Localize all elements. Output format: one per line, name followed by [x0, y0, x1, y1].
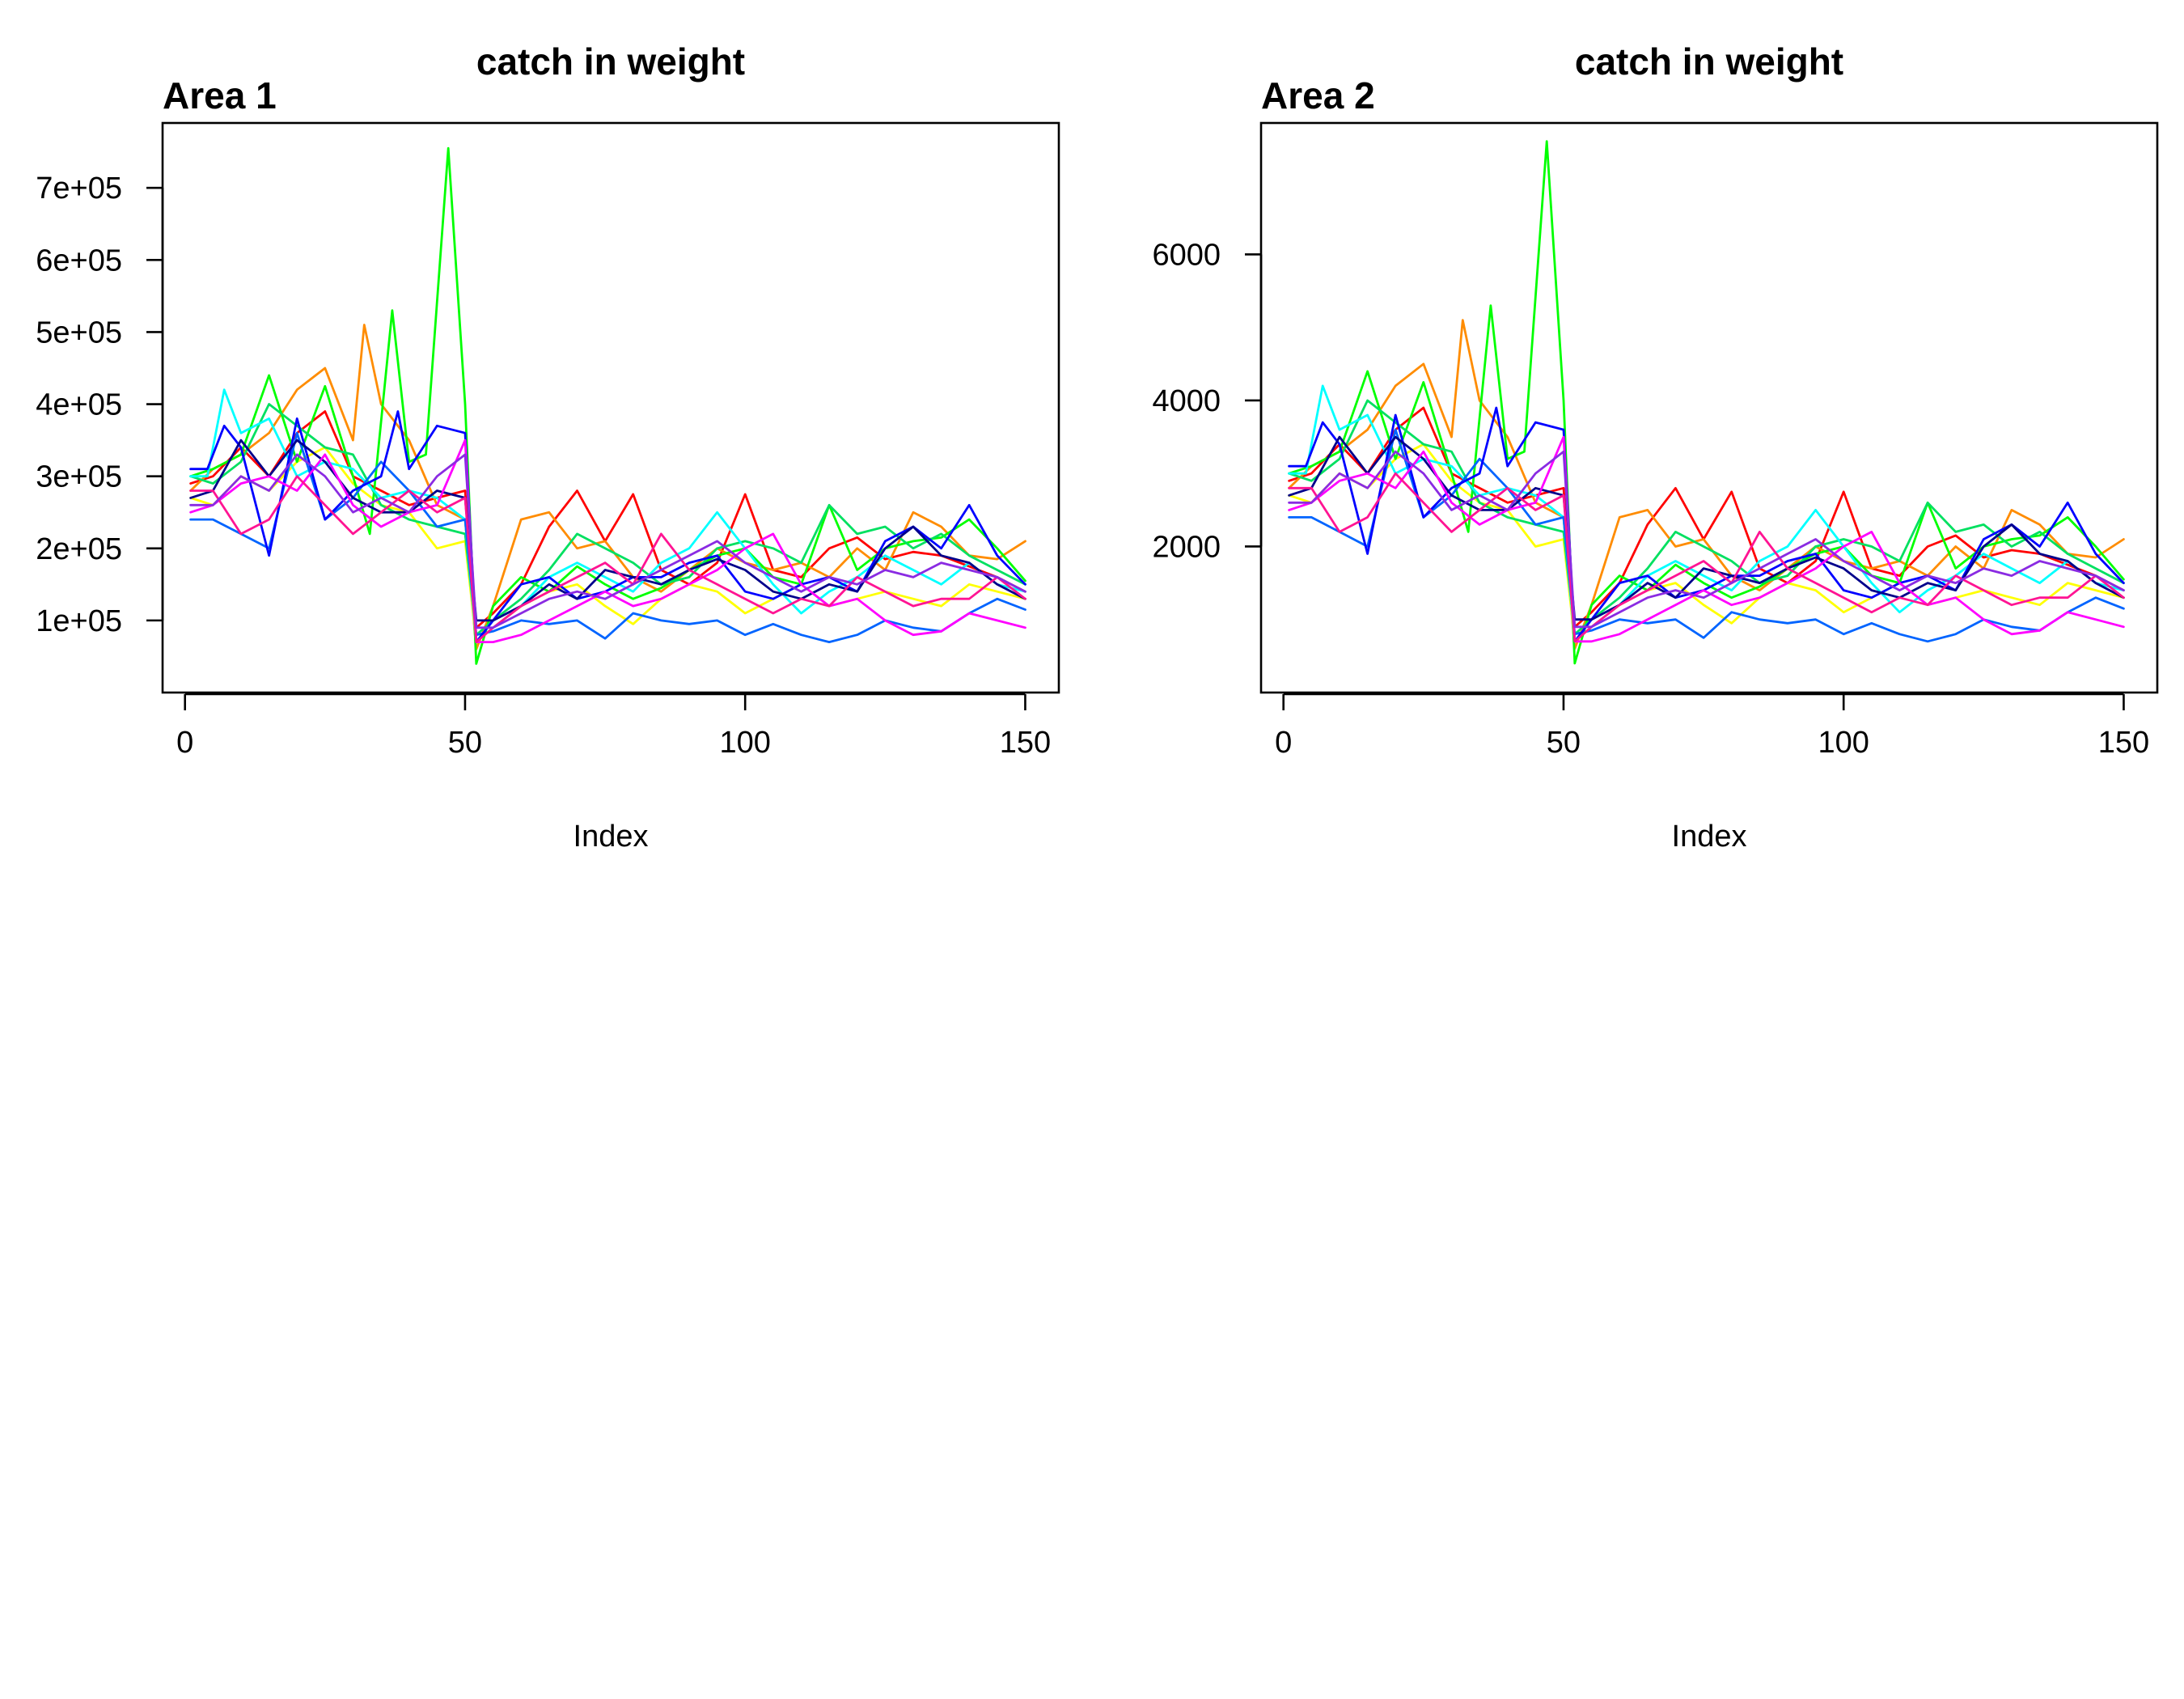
y-tick-label: 2e+05 — [36, 532, 122, 566]
series-line-5 — [1288, 399, 2125, 636]
series-lines — [189, 146, 1026, 665]
x-tick-label: 0 — [176, 726, 193, 760]
y-tick-label: 3e+05 — [36, 460, 122, 494]
chart-panel-area-1: catch in weight Area 1 Index 0 50 100 150 1… — [36, 40, 1060, 854]
y-tick-label: 6e+05 — [36, 244, 122, 278]
series-line-4 — [1288, 140, 2125, 665]
y-axis: 2000 4000 6000 — [1152, 238, 1263, 564]
series-line-5 — [189, 403, 1026, 637]
x-axis-label: Index — [574, 820, 649, 854]
series-line-11 — [1288, 472, 2125, 643]
x-axis-label: Index — [1672, 820, 1747, 854]
y-tick-label: 4000 — [1152, 384, 1221, 418]
chart-panel-area-2: catch in weight Area 2 Index 0 50 100 150 2… — [1152, 40, 2159, 854]
series-line-8 — [189, 410, 1026, 643]
x-tick-label: 150 — [2098, 726, 2149, 760]
x-axis: 0 50 100 150 — [1275, 693, 2149, 760]
y-tick-label: 4e+05 — [36, 388, 122, 422]
y-tick-label: 1e+05 — [36, 604, 122, 638]
series-line-9 — [1288, 435, 2125, 621]
panel-label: Area 2 — [1261, 74, 1375, 117]
series-line-11 — [189, 475, 1026, 643]
chart-title: catch in weight — [1575, 40, 1843, 83]
series-line-8 — [1288, 406, 2125, 643]
panel-label: Area 1 — [163, 74, 277, 117]
x-tick-label: 50 — [1547, 726, 1581, 760]
x-tick-label: 100 — [719, 726, 770, 760]
y-axis: 1e+05 2e+05 3e+05 4e+05 5e+05 6e+05 7e+05 — [36, 172, 164, 638]
x-tick-label: 50 — [448, 726, 482, 760]
series-line-12 — [189, 453, 1026, 629]
y-tick-label: 6000 — [1152, 238, 1221, 272]
y-tick-label: 2000 — [1152, 530, 1221, 564]
x-tick-label: 100 — [1818, 726, 1869, 760]
x-tick-label: 150 — [1000, 726, 1051, 760]
y-tick-label: 5e+05 — [36, 316, 122, 350]
chart-title: catch in weight — [476, 40, 745, 83]
x-tick-label: 0 — [1275, 726, 1292, 760]
series-line-4 — [189, 146, 1026, 665]
series-lines — [1288, 140, 2125, 665]
y-tick-label: 7e+05 — [36, 172, 122, 205]
series-line-12 — [1288, 450, 2125, 629]
series-line-10 — [1288, 435, 2125, 643]
series-line-9 — [189, 439, 1026, 622]
series-line-10 — [189, 439, 1026, 643]
x-axis: 0 50 100 150 — [176, 693, 1051, 760]
